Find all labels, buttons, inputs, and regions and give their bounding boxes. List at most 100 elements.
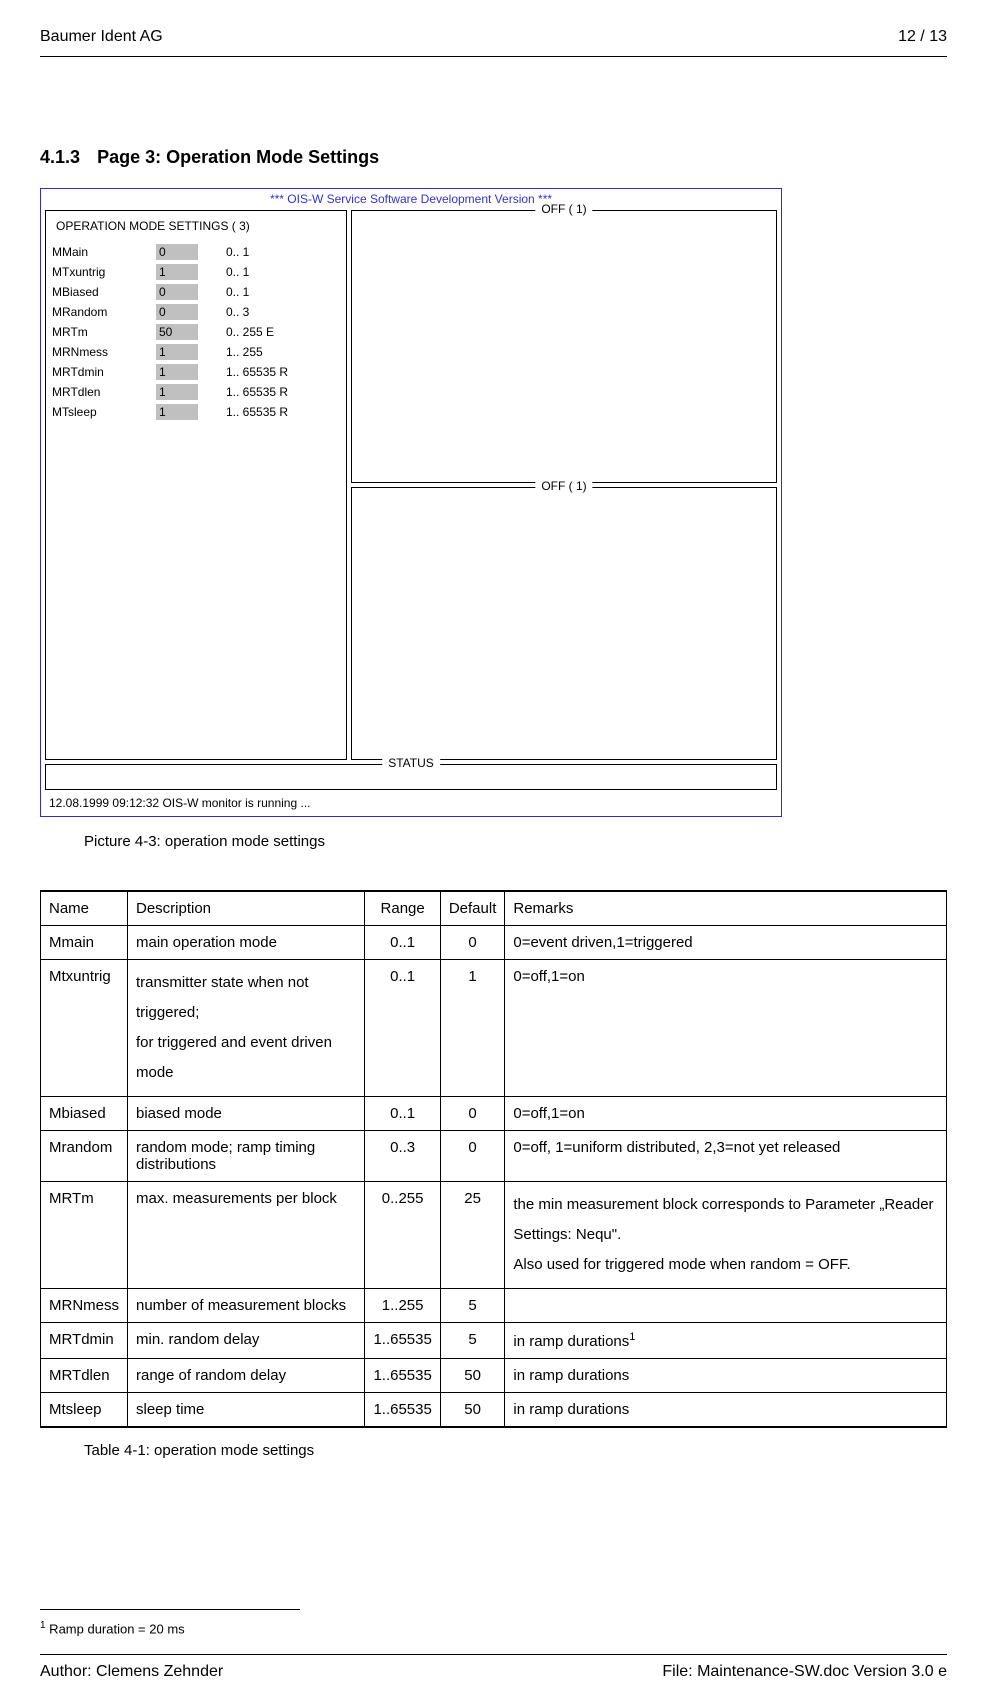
right-top-label: OFF ( 1): [535, 202, 592, 216]
param-row: MTsleep11.. 65535 R: [52, 403, 340, 421]
table-header-cell: Default: [440, 891, 505, 926]
cell-description: number of measurement blocks: [128, 1289, 365, 1323]
param-row: MMain0 0.. 1: [52, 243, 340, 261]
cell-description: range of random delay: [128, 1359, 365, 1393]
footnote-text: Ramp duration = 20 ms: [46, 1621, 185, 1636]
param-range: 1.. 65535 R: [226, 405, 288, 419]
param-range: 0.. 255 E: [226, 325, 274, 339]
page-header: Baumer Ident AG 12 / 13: [40, 28, 947, 57]
cell-default: 50: [440, 1359, 505, 1393]
page-number: 12 / 13: [898, 28, 947, 46]
param-value[interactable]: 1: [156, 344, 198, 360]
cell-range: 0..1: [365, 926, 440, 960]
screenshot-box: *** OIS-W Service Software Development V…: [40, 188, 782, 817]
cell-default: 50: [440, 1393, 505, 1428]
cell-range: 1..65535: [365, 1323, 440, 1359]
param-name: MRNmess: [52, 345, 156, 359]
cell-range: 0..255: [365, 1182, 440, 1289]
param-row: MRTdlen11.. 65535 R: [52, 383, 340, 401]
cell-range: 0..1: [365, 960, 440, 1097]
company-name: Baumer Ident AG: [40, 28, 163, 46]
cell-name: Mmain: [41, 926, 128, 960]
page-footer: Author: Clemens Zehnder File: Maintenanc…: [40, 1663, 947, 1681]
param-range: 1.. 65535 R: [226, 385, 288, 399]
cell-remarks: in ramp durations: [505, 1393, 947, 1428]
cell-default: 25: [440, 1182, 505, 1289]
section-title-text: Page 3: Operation Mode Settings: [97, 147, 379, 167]
status-panel: STATUS: [45, 764, 777, 790]
cell-remarks: in ramp durations: [505, 1359, 947, 1393]
cell-remarks: the min measurement block corresponds to…: [505, 1182, 947, 1289]
cell-description: biased mode: [128, 1097, 365, 1131]
cell-range: 1..255: [365, 1289, 440, 1323]
param-range: 1.. 255: [226, 345, 263, 359]
cell-description: transmitter state when not triggered;for…: [128, 960, 365, 1097]
table-header-cell: Range: [365, 891, 440, 926]
param-value[interactable]: 1: [156, 264, 198, 280]
param-row: MBiased00.. 1: [52, 283, 340, 301]
cell-default: 0: [440, 1131, 505, 1182]
param-value[interactable]: 1: [156, 384, 198, 400]
table-row: Mmainmain operation mode0..100=event dri…: [41, 926, 947, 960]
cell-description: random mode; ramp timing distributions: [128, 1131, 365, 1182]
cell-description: main operation mode: [128, 926, 365, 960]
param-value[interactable]: 0: [156, 284, 198, 300]
param-name: MTxuntrig: [52, 265, 156, 279]
param-value[interactable]: 0: [156, 304, 198, 320]
table-caption: Table 4-1: operation mode settings: [84, 1442, 947, 1459]
param-value[interactable]: 0: [156, 244, 198, 260]
table-header-cell: Name: [41, 891, 128, 926]
param-row: MRandom00.. 3: [52, 303, 340, 321]
table-row: MRTmmax. measurements per block0..25525t…: [41, 1182, 947, 1289]
cell-name: Mrandom: [41, 1131, 128, 1182]
right-bottom-label: OFF ( 1): [535, 479, 592, 493]
cell-default: 5: [440, 1289, 505, 1323]
param-range: 0.. 1: [226, 265, 249, 279]
footnote-separator: [40, 1609, 300, 1610]
cell-name: Mtsleep: [41, 1393, 128, 1428]
param-range: 0.. 1: [226, 245, 249, 259]
right-bottom-panel: OFF ( 1): [351, 487, 777, 760]
cell-range: 1..65535: [365, 1359, 440, 1393]
param-row: MRTdmin11.. 65535 R: [52, 363, 340, 381]
cell-default: 1: [440, 960, 505, 1097]
param-name: MRandom: [52, 305, 156, 319]
cell-default: 5: [440, 1323, 505, 1359]
table-row: Mtxuntrigtransmitter state when not trig…: [41, 960, 947, 1097]
footer-rule: [40, 1654, 947, 1655]
parameters-table: NameDescriptionRangeDefaultRemarksMmainm…: [40, 890, 947, 1428]
cell-description: sleep time: [128, 1393, 365, 1428]
table-row: Mtsleepsleep time1..6553550in ramp durat…: [41, 1393, 947, 1428]
cell-name: Mbiased: [41, 1097, 128, 1131]
cell-range: 0..3: [365, 1131, 440, 1182]
cell-description: max. measurements per block: [128, 1182, 365, 1289]
param-value[interactable]: 1: [156, 364, 198, 380]
table-header-row: NameDescriptionRangeDefaultRemarks: [41, 891, 947, 926]
cell-default: 0: [440, 1097, 505, 1131]
right-top-panel: OFF ( 1): [351, 210, 777, 483]
cell-name: MRTdlen: [41, 1359, 128, 1393]
cell-remarks: in ramp durations1: [505, 1323, 947, 1359]
status-label: STATUS: [382, 756, 440, 770]
cell-remarks: 0=event driven,1=triggered: [505, 926, 947, 960]
section-number: 4.1.3: [40, 147, 80, 167]
footnote: 1 Ramp duration = 20 ms: [40, 1620, 947, 1636]
param-value[interactable]: 50: [156, 324, 198, 340]
param-range: 0.. 1: [226, 285, 249, 299]
table-row: MRNmessnumber of measurement blocks1..25…: [41, 1289, 947, 1323]
cell-default: 0: [440, 926, 505, 960]
footer-author: Author: Clemens Zehnder: [40, 1663, 223, 1681]
table-row: MRTdminmin. random delay1..655355in ramp…: [41, 1323, 947, 1359]
table-header-cell: Remarks: [505, 891, 947, 926]
cell-description: min. random delay: [128, 1323, 365, 1359]
screenshot-footer: 12.08.1999 09:12:32 OIS-W monitor is run…: [41, 790, 781, 816]
left-panel-title: OPERATION MODE SETTINGS ( 3): [52, 219, 254, 233]
cell-range: 0..1: [365, 1097, 440, 1131]
param-row: MTxuntrig1 0.. 1: [52, 263, 340, 281]
param-value[interactable]: 1: [156, 404, 198, 420]
cell-name: Mtxuntrig: [41, 960, 128, 1097]
param-name: MMain: [52, 245, 156, 259]
cell-name: MRTm: [41, 1182, 128, 1289]
screenshot-title: *** OIS-W Service Software Development V…: [41, 189, 781, 210]
cell-range: 1..65535: [365, 1393, 440, 1428]
